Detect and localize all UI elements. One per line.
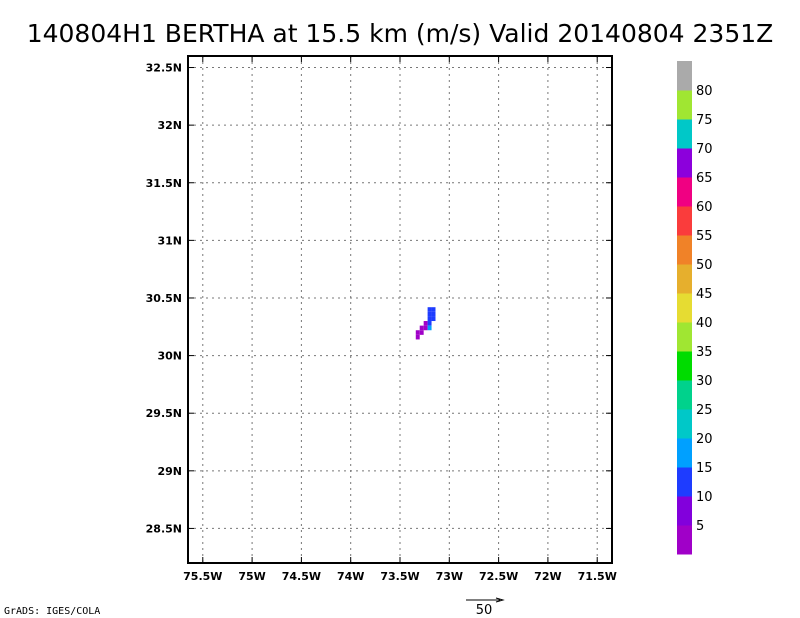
y-tick-label: 30N (157, 350, 182, 363)
x-axis-ticks: 75.5W 75W 74.5W 74W 73.5W 73W 72.5W 72W 71.5W (183, 56, 617, 583)
data-cell (423, 325, 428, 331)
colorbar-label: 30 (696, 374, 713, 389)
y-tick-label: 31.5N (146, 177, 182, 190)
colorbar-label: 60 (696, 200, 713, 215)
x-tick-label: 73.5W (380, 570, 419, 583)
x-tick-label: 75.5W (183, 570, 222, 583)
data-cell (415, 330, 420, 335)
colorbar-segment (677, 264, 692, 294)
colorbar-label: 70 (696, 142, 713, 157)
colorbar-segment (677, 90, 692, 120)
x-tick-label: 72W (534, 570, 561, 583)
colorbar-label: 75 (696, 113, 713, 128)
colorbar-label: 5 (696, 519, 704, 534)
x-tick-label: 74W (337, 570, 364, 583)
data-cell (427, 311, 432, 317)
data-cell (431, 316, 436, 322)
reference-vector-label: 50 (476, 603, 493, 618)
colorbar-segment (677, 177, 692, 207)
colorbar-label: 80 (696, 84, 713, 99)
colorbar-segment (677, 293, 692, 323)
colorbar-label: 15 (696, 461, 713, 476)
y-tick-label: 32N (157, 119, 182, 132)
y-tick-label: 30.5N (146, 292, 182, 305)
y-tick-label: 32.5N (146, 62, 182, 75)
colorbar-label: 35 (696, 345, 713, 360)
colorbar-segment (677, 235, 692, 265)
colorbar-segment (677, 467, 692, 497)
vector-reference: 50 (466, 597, 505, 618)
credit-text: GrADS: IGES/COLA (4, 606, 100, 617)
data-cell (423, 321, 428, 326)
data-cells (415, 307, 436, 340)
data-cell (427, 321, 432, 326)
y-tick-label: 29.5N (146, 407, 182, 420)
colorbar-segment (677, 525, 692, 555)
colorbar-segment (677, 148, 692, 178)
data-cell (427, 325, 432, 331)
y-axis-ticks: 28.5N 29N 29.5N 30N 30.5N 31N 31.5N 32N 32.5N (146, 62, 612, 535)
colorbar-label: 25 (696, 403, 713, 418)
x-tick-label: 71.5W (578, 570, 617, 583)
colorbar-label: 50 (696, 258, 713, 273)
y-tick-label: 28.5N (146, 522, 182, 535)
data-cell (431, 311, 436, 317)
data-cell (419, 325, 424, 331)
grid-lines (188, 56, 612, 563)
data-cell (419, 330, 424, 335)
data-cell (427, 307, 432, 312)
x-tick-label: 73W (436, 570, 463, 583)
colorbar-label: 45 (696, 287, 713, 302)
colorbar-segment (677, 119, 692, 149)
colorbar-segment (677, 438, 692, 468)
data-cell (431, 307, 436, 312)
y-tick-label: 29N (157, 465, 182, 478)
colorbar-label: 10 (696, 490, 713, 505)
colorbar-segment (677, 206, 692, 236)
x-tick-label: 75W (238, 570, 265, 583)
colorbar-segment (677, 380, 692, 410)
colorbar-segment (677, 496, 692, 526)
colorbar-label: 55 (696, 229, 713, 244)
y-tick-label: 31N (157, 234, 182, 247)
reference-arrow-head (495, 597, 505, 603)
data-cell (427, 316, 432, 322)
chart-title: 140804H1 BERTHA at 15.5 km (m/s) Valid 2… (27, 19, 774, 48)
colorbar-label: 65 (696, 171, 713, 186)
colorbar-segment (677, 409, 692, 439)
colorbar-label: 20 (696, 432, 713, 447)
colorbar-segment (677, 351, 692, 381)
x-tick-label: 74.5W (282, 570, 321, 583)
colorbar-segment (677, 322, 692, 352)
x-tick-label: 72.5W (479, 570, 518, 583)
colorbar-label: 40 (696, 316, 713, 331)
colorbar-segment (677, 61, 692, 91)
colorbar: 5 10 15 20 25 30 35 40 45 50 55 60 65 70 75 80 (677, 61, 713, 555)
data-cell (415, 334, 420, 340)
